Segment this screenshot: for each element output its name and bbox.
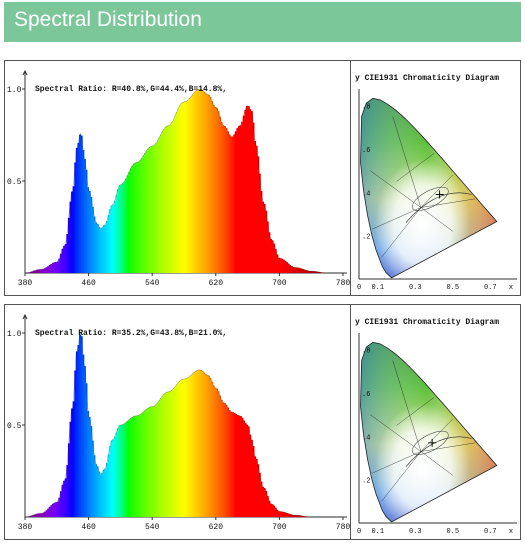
cie-y-tick-label: .8 xyxy=(362,104,370,112)
x-tick-label: 700 xyxy=(272,523,287,532)
chromaticity-gamut xyxy=(351,61,521,295)
cie-x-tick-label: 0.1 xyxy=(371,284,384,292)
spectrum-area xyxy=(25,335,312,517)
x-tick-label: 780 xyxy=(336,523,350,532)
x-tick-label: 380 xyxy=(18,523,33,532)
y-tick-label: 1.0 xyxy=(7,86,22,95)
cie-y-tick-label: .6 xyxy=(362,147,370,155)
spectral-panel-1: 380 460 540 620 700 780 1.0 0.5 Spectral Ratio: … xyxy=(4,60,521,296)
x-tick-label: 540 xyxy=(145,279,160,288)
cie-x-tick-label: x xyxy=(509,284,513,292)
cie-y-tick-label: .4 xyxy=(362,434,370,442)
x-tick-label: 700 xyxy=(272,279,287,288)
chromaticity-gamut xyxy=(351,305,521,539)
cie-y-tick-label: .8 xyxy=(362,348,370,356)
cie-x-tick-label: 0.1 xyxy=(371,528,384,536)
cie-y-tick-label: .2 xyxy=(362,478,370,486)
cie-x-tick-label: 0.5 xyxy=(446,284,459,292)
spectrum-area xyxy=(25,89,328,273)
spectrum-chart-2: 380 460 540 620 700 780 1.0 0.5 Spectral Ratio: … xyxy=(5,305,350,539)
y-tick-label: 1.0 xyxy=(7,330,22,339)
cie-x-tick-label: x xyxy=(509,528,513,536)
cie-title: y CIE1931 Chromaticity Diagram xyxy=(355,318,499,327)
cie-x-tick-label: 0.5 xyxy=(446,528,459,536)
cie-y-tick-label: .4 xyxy=(362,190,370,198)
cie-x-tick-label: 0.7 xyxy=(484,528,497,536)
cie-y-tick-label: .6 xyxy=(362,391,370,399)
cie-x-tick-label: 0 xyxy=(357,528,361,536)
cie-chart-1: y CIE1931 Chromaticity Diagram .8 .6 .4 .2 0 0… xyxy=(351,61,521,295)
x-tick-label: 460 xyxy=(81,523,96,532)
spectrum-chart-1: 380 460 540 620 700 780 1.0 0.5 Spectral Ratio: … xyxy=(5,61,350,295)
page-title: Spectral Distribution xyxy=(14,8,202,32)
x-tick-label: 540 xyxy=(145,523,160,532)
cie-x-tick-label: 0 xyxy=(357,284,361,292)
x-tick-label: 380 xyxy=(18,279,33,288)
x-tick-label: 620 xyxy=(209,523,224,532)
spectral-panel-2: 380 460 540 620 700 780 1.0 0.5 Spectral Ratio: … xyxy=(4,304,521,540)
cie-y-tick-label: .2 xyxy=(362,234,370,242)
cie-x-tick-label: 0.3 xyxy=(409,528,422,536)
cie-title: y CIE1931 Chromaticity Diagram xyxy=(355,74,499,83)
header-banner: Spectral Distribution xyxy=(4,2,521,42)
cie-x-tick-label: 0.3 xyxy=(409,284,422,292)
cie-x-tick-label: 0.7 xyxy=(484,284,497,292)
x-tick-label: 620 xyxy=(209,279,224,288)
x-tick-label: 780 xyxy=(336,279,350,288)
cie-panel-1: y CIE1931 Chromaticity Diagram .8 .6 .4 .2 0 0… xyxy=(350,61,521,295)
y-tick-label: 0.5 xyxy=(7,422,22,431)
spectral-ratio-label: Spectral Ratio: R=35.2%,G=43.8%,B=21.0%, xyxy=(35,329,227,338)
cie-chart-2: y CIE1931 Chromaticity Diagram .8 .6 .4 .2 0 0… xyxy=(351,305,521,539)
cie-panel-2: y CIE1931 Chromaticity Diagram .8 .6 .4 .2 0 0… xyxy=(350,305,521,539)
y-tick-label: 0.5 xyxy=(7,178,22,187)
x-tick-label: 460 xyxy=(81,279,96,288)
spectral-ratio-label: Spectral Ratio: R=40.8%,G=44.4%,B=14.8%, xyxy=(35,85,227,94)
